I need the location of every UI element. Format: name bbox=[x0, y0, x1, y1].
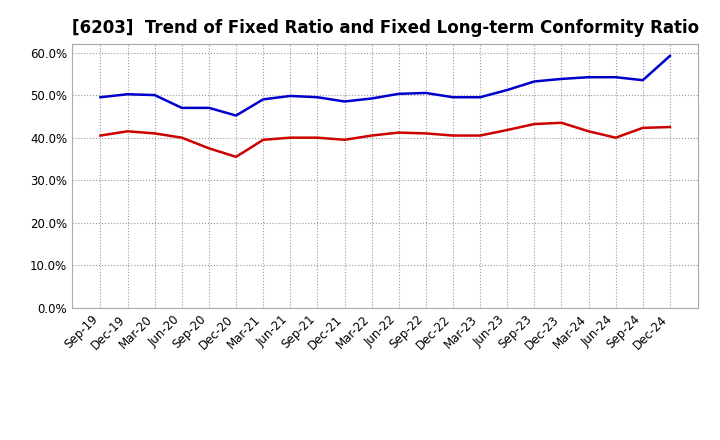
Fixed Long-term Conformity Ratio bbox=[259, 137, 268, 143]
Fixed Ratio bbox=[421, 90, 430, 95]
Fixed Ratio bbox=[232, 113, 240, 118]
Fixed Ratio bbox=[639, 77, 647, 83]
Fixed Ratio bbox=[123, 92, 132, 97]
Fixed Long-term Conformity Ratio bbox=[313, 135, 322, 140]
Fixed Ratio bbox=[313, 95, 322, 100]
Fixed Ratio bbox=[503, 88, 511, 93]
Fixed Ratio bbox=[150, 92, 159, 98]
Fixed Ratio bbox=[367, 96, 376, 101]
Fixed Ratio bbox=[178, 105, 186, 110]
Fixed Long-term Conformity Ratio bbox=[123, 128, 132, 134]
Fixed Long-term Conformity Ratio bbox=[639, 125, 647, 131]
Fixed Ratio bbox=[584, 74, 593, 80]
Line: Fixed Ratio: Fixed Ratio bbox=[101, 56, 670, 116]
Fixed Long-term Conformity Ratio bbox=[96, 133, 105, 138]
Fixed Ratio bbox=[395, 91, 403, 96]
Fixed Long-term Conformity Ratio bbox=[395, 130, 403, 135]
Fixed Ratio bbox=[476, 95, 485, 100]
Fixed Ratio bbox=[259, 97, 268, 102]
Fixed Long-term Conformity Ratio bbox=[286, 135, 294, 140]
Fixed Long-term Conformity Ratio bbox=[584, 128, 593, 134]
Fixed Long-term Conformity Ratio bbox=[341, 137, 349, 143]
Fixed Ratio bbox=[204, 105, 213, 110]
Fixed Long-term Conformity Ratio bbox=[232, 154, 240, 159]
Fixed Ratio bbox=[611, 74, 620, 80]
Fixed Long-term Conformity Ratio bbox=[421, 131, 430, 136]
Fixed Long-term Conformity Ratio bbox=[367, 133, 376, 138]
Fixed Long-term Conformity Ratio bbox=[150, 131, 159, 136]
Fixed Long-term Conformity Ratio bbox=[530, 121, 539, 127]
Fixed Long-term Conformity Ratio bbox=[557, 120, 566, 125]
Fixed Long-term Conformity Ratio bbox=[665, 125, 674, 130]
Fixed Long-term Conformity Ratio bbox=[204, 146, 213, 151]
Fixed Long-term Conformity Ratio bbox=[503, 127, 511, 132]
Fixed Ratio bbox=[530, 79, 539, 84]
Fixed Long-term Conformity Ratio bbox=[611, 135, 620, 140]
Fixed Ratio bbox=[665, 53, 674, 59]
Fixed Ratio bbox=[286, 93, 294, 99]
Title: [6203]  Trend of Fixed Ratio and Fixed Long-term Conformity Ratio: [6203] Trend of Fixed Ratio and Fixed Lo… bbox=[71, 19, 699, 37]
Fixed Long-term Conformity Ratio bbox=[449, 133, 457, 138]
Fixed Ratio bbox=[96, 95, 105, 100]
Fixed Ratio bbox=[557, 76, 566, 81]
Fixed Ratio bbox=[341, 99, 349, 104]
Fixed Ratio bbox=[449, 95, 457, 100]
Fixed Long-term Conformity Ratio bbox=[178, 135, 186, 140]
Line: Fixed Long-term Conformity Ratio: Fixed Long-term Conformity Ratio bbox=[101, 123, 670, 157]
Fixed Long-term Conformity Ratio bbox=[476, 133, 485, 138]
